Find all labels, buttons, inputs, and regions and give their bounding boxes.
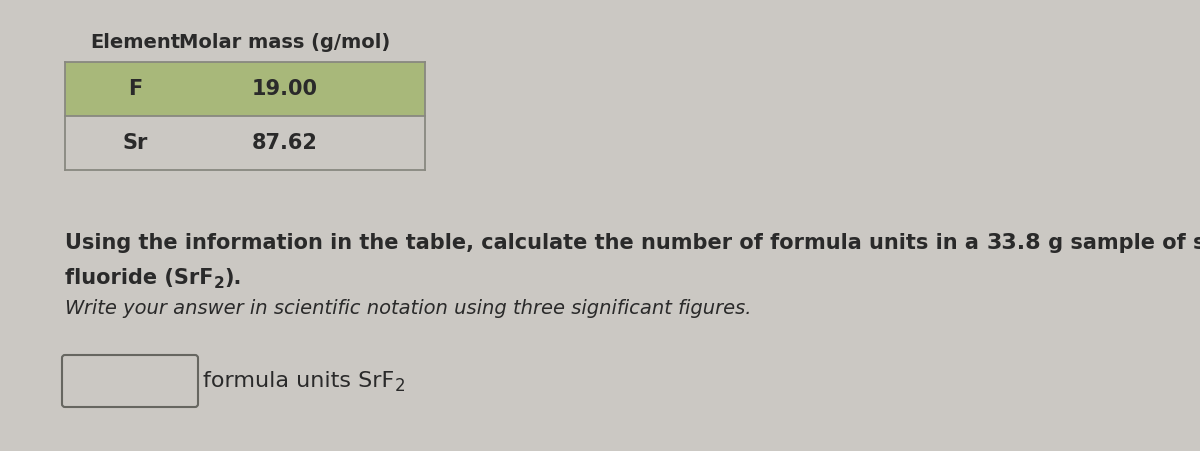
Text: fluoride (SrF: fluoride (SrF: [65, 268, 214, 288]
Text: 19.00: 19.00: [252, 79, 318, 99]
Text: F: F: [128, 79, 142, 99]
Text: 33.8: 33.8: [986, 233, 1040, 253]
Text: formula units SrF: formula units SrF: [203, 371, 395, 391]
Text: Molar mass (g/mol): Molar mass (g/mol): [179, 32, 391, 51]
Text: 2: 2: [395, 377, 404, 395]
Text: Sr: Sr: [122, 133, 148, 153]
Text: g sample of strontium: g sample of strontium: [1040, 233, 1200, 253]
Text: Using the information in the table, calculate the number of formula units in a: Using the information in the table, calc…: [65, 233, 986, 253]
Text: 87.62: 87.62: [252, 133, 318, 153]
Text: Write your answer in scientific notation using three significant figures.: Write your answer in scientific notation…: [65, 299, 751, 318]
Text: 2: 2: [214, 276, 224, 290]
Text: Element: Element: [90, 32, 180, 51]
FancyBboxPatch shape: [62, 355, 198, 407]
Text: ).: ).: [224, 268, 241, 288]
